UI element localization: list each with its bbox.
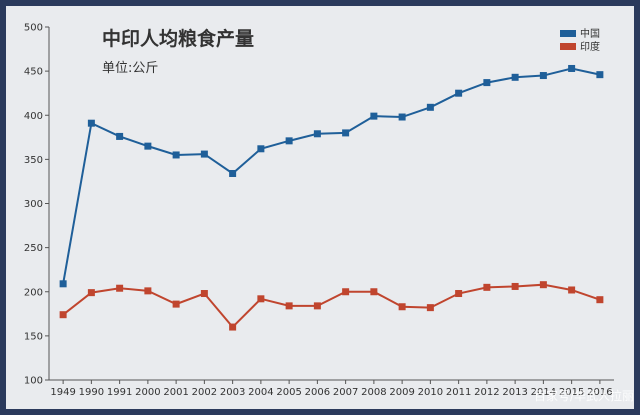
data-point — [370, 112, 378, 120]
chart-title: 中印人均粮食产量 — [102, 27, 254, 50]
x-tick-label: 2010 — [418, 387, 443, 398]
x-axis-ticks: 1949 1990 1991 2000 2001 2002 2003 2004 2005 2006… — [50, 380, 613, 398]
data-point — [398, 113, 406, 121]
legend-swatch — [560, 43, 576, 50]
x-tick-label: 1949 — [50, 387, 75, 398]
legend-label: 印度 — [580, 40, 600, 53]
data-point — [455, 290, 463, 298]
data-point — [144, 287, 152, 295]
y-tick-label: 350 — [24, 155, 43, 166]
y-tick-label: 200 — [24, 287, 43, 298]
x-tick-label: 2014 — [531, 387, 556, 398]
x-tick-label: 2012 — [474, 387, 499, 398]
data-point — [144, 142, 152, 150]
chart-frame — [6, 6, 634, 409]
x-tick-label: 2006 — [305, 387, 330, 398]
series-line — [62, 67, 601, 284]
y-tick-label: 400 — [24, 111, 43, 122]
data-point — [172, 151, 180, 159]
data-point — [568, 64, 576, 72]
data-point — [116, 284, 124, 292]
data-point — [200, 150, 208, 158]
series-2 — [59, 281, 604, 331]
legend-label: 中国 — [580, 27, 600, 40]
data-point — [257, 145, 265, 153]
data-point — [172, 300, 180, 308]
data-point — [455, 89, 463, 97]
x-tick-label: 2011 — [446, 387, 471, 398]
data-point — [370, 288, 378, 296]
data-point — [342, 129, 350, 137]
x-tick-label: 2005 — [276, 387, 301, 398]
data-point — [483, 79, 491, 87]
data-point — [511, 73, 519, 81]
chart-subtitle: 单位:公斤 — [102, 61, 158, 76]
series-1 — [59, 64, 604, 288]
y-tick-label: 150 — [24, 331, 43, 342]
x-tick-label: 2003 — [220, 387, 245, 398]
y-tick-label: 500 — [24, 23, 43, 34]
data-point — [596, 71, 604, 79]
data-point — [342, 288, 350, 296]
data-point — [568, 286, 576, 294]
data-point — [257, 295, 265, 303]
y-axis-ticks: 100 150 200 250 300 350 400 450 500 — [24, 23, 49, 387]
data-point — [398, 303, 406, 311]
x-tick-label: 2013 — [502, 387, 527, 398]
x-tick-label: 2002 — [192, 387, 217, 398]
x-tick-label: 2008 — [361, 387, 386, 398]
x-tick-label: 2000 — [135, 387, 160, 398]
data-point — [59, 280, 67, 288]
x-tick-label: 1990 — [79, 387, 104, 398]
data-point — [285, 137, 293, 145]
series-layer — [59, 64, 604, 331]
data-point — [596, 296, 604, 304]
data-point — [229, 323, 237, 331]
y-tick-label: 300 — [24, 199, 43, 210]
data-point — [426, 103, 434, 111]
data-point — [539, 281, 547, 289]
x-tick-label: 2015 — [559, 387, 584, 398]
data-point — [200, 290, 208, 298]
data-point — [313, 130, 321, 138]
axes — [48, 27, 614, 381]
watermark-text: 百家号/华武人拉丽 — [534, 388, 634, 403]
x-tick-label: 2001 — [163, 387, 188, 398]
data-point — [59, 311, 67, 319]
x-tick-label: 2004 — [248, 387, 273, 398]
data-point — [313, 302, 321, 310]
data-point — [539, 72, 547, 80]
y-tick-label: 100 — [24, 376, 43, 387]
y-tick-label: 250 — [24, 243, 43, 254]
data-point — [285, 302, 293, 310]
x-tick-label: 1991 — [107, 387, 132, 398]
x-tick-label: 2007 — [333, 387, 358, 398]
x-tick-label: 2009 — [389, 387, 414, 398]
data-point — [116, 132, 124, 140]
series-line — [62, 283, 601, 329]
data-point — [87, 119, 95, 127]
x-tick-label: 2016 — [587, 387, 612, 398]
legend-swatch — [560, 30, 576, 37]
data-point — [511, 282, 519, 290]
data-point — [229, 169, 237, 177]
data-point — [426, 304, 434, 312]
data-point — [87, 289, 95, 297]
data-point — [483, 283, 491, 291]
y-tick-label: 450 — [24, 67, 43, 78]
